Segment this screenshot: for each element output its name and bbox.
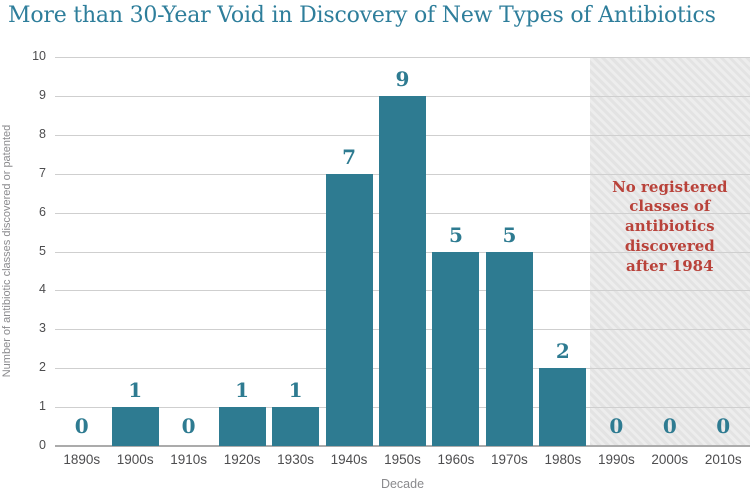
y-tick-label: 2 bbox=[39, 360, 46, 375]
bar-1970s bbox=[485, 251, 533, 446]
bar-value-1920s: 1 bbox=[235, 378, 250, 403]
annotation-no-registered-classes: No registered classes of antibiotics dis… bbox=[612, 177, 728, 275]
y-tick-label: 3 bbox=[39, 321, 46, 336]
x-tick-label-1890s: 1890s bbox=[63, 452, 101, 467]
y-tick-label: 10 bbox=[32, 49, 46, 63]
bar-value-1960s: 5 bbox=[448, 222, 463, 247]
x-tick-label-1960s: 1960s bbox=[437, 452, 475, 467]
x-tick-label-1980s: 1980s bbox=[544, 452, 582, 467]
y-tick-label: 8 bbox=[39, 126, 46, 141]
bar-value-2010s: 0 bbox=[716, 414, 731, 438]
x-axis-title: Decade bbox=[380, 477, 425, 491]
bar-value-1900s: 1 bbox=[128, 378, 143, 403]
x-tick-label-2000s: 2000s bbox=[651, 452, 689, 467]
bar-1930s bbox=[272, 407, 320, 446]
y-axis-title: Number of antibiotic classes discovered … bbox=[1, 124, 13, 378]
x-tick-label-1900s: 1900s bbox=[116, 452, 154, 467]
x-tick-label-1990s: 1990s bbox=[597, 452, 635, 467]
gridline bbox=[55, 57, 750, 58]
chart-title: More than 30-Year Void in Discovery of N… bbox=[8, 3, 716, 28]
x-tick-label-1950s: 1950s bbox=[384, 452, 421, 467]
bar-value-1940s: 7 bbox=[342, 144, 356, 169]
y-tick-label: 9 bbox=[39, 87, 46, 102]
bar-1900s bbox=[111, 407, 159, 446]
y-tick-label: 5 bbox=[39, 243, 46, 258]
y-tick-label: 1 bbox=[39, 399, 46, 414]
bar-1920s bbox=[218, 407, 266, 446]
bar-value-2000s: 0 bbox=[662, 414, 677, 438]
y-tick-label: 4 bbox=[39, 282, 46, 297]
x-tick-label-1910s: 1910s bbox=[170, 452, 208, 467]
bar-value-1910s: 0 bbox=[181, 414, 196, 438]
bar-value-1930s: 1 bbox=[288, 378, 303, 403]
bar-value-1970s: 5 bbox=[502, 222, 517, 247]
x-tick-label-1930s: 1930s bbox=[277, 452, 314, 467]
y-tick-label: 7 bbox=[39, 165, 46, 180]
x-tick-label-1970s: 1970s bbox=[491, 452, 528, 467]
bar-value-1890s: 0 bbox=[74, 414, 89, 438]
y-tick-label: 6 bbox=[39, 204, 46, 219]
x-axis-line bbox=[55, 445, 750, 447]
bar-value-1980s: 2 bbox=[555, 339, 570, 364]
bar-1950s bbox=[379, 95, 426, 446]
x-tick-label-1920s: 1920s bbox=[223, 452, 261, 467]
bar-1980s bbox=[539, 368, 587, 446]
y-tick-label: 0 bbox=[39, 438, 46, 452]
bar-1960s bbox=[432, 251, 480, 446]
bar-value-1950s: 9 bbox=[395, 66, 410, 91]
x-tick-label-2010s: 2010s bbox=[704, 452, 742, 467]
bar-value-1990s: 0 bbox=[609, 414, 624, 438]
bar-1940s bbox=[325, 173, 373, 446]
plot-area: No registered classes of antibiotics dis… bbox=[55, 57, 750, 447]
x-tick-label-1940s: 1940s bbox=[330, 452, 368, 467]
